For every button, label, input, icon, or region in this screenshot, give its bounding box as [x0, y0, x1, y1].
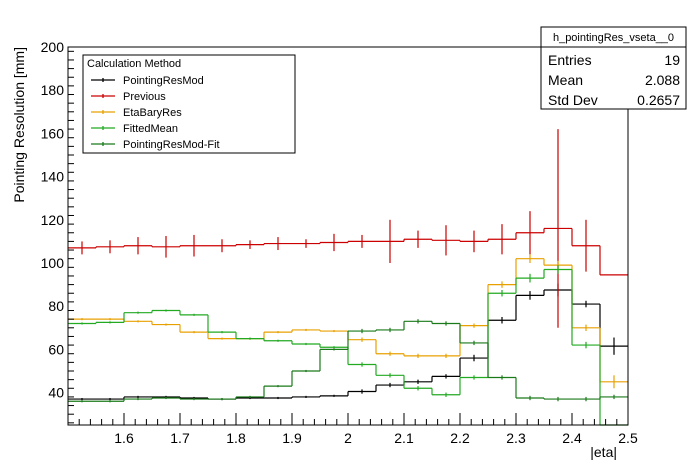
x-tick-label: 2.4 — [562, 430, 582, 446]
x-tick-label: 1.7 — [170, 430, 190, 446]
stats-value: 19 — [664, 52, 680, 68]
series-pointingresmod-fit — [68, 319, 628, 403]
y-axis: 40 60 80 100 120 140 160 180 200 — [41, 39, 74, 424]
stats-value: 2.088 — [645, 72, 680, 88]
x-tick-label: 2.1 — [394, 430, 414, 446]
legend-entry: Previous — [123, 91, 166, 103]
series-previous — [68, 129, 628, 328]
legend-entry: EtaBaryRes — [123, 107, 182, 119]
x-tick-label: 2 — [344, 430, 352, 446]
y-tick-label: 60 — [48, 341, 64, 357]
legend-box — [82, 54, 296, 154]
series-layer — [68, 129, 628, 426]
y-tick-label: 80 — [48, 298, 64, 314]
stats-label: Std Dev — [548, 92, 598, 108]
legend-entry: PointingResMod — [123, 75, 204, 87]
legend-entry: PointingResMod-Fit — [123, 139, 220, 151]
x-tick-label: 2.2 — [450, 430, 470, 446]
stats-title: h_pointingRes_vseta__0 — [553, 32, 674, 44]
x-tick-label: 2.5 — [618, 430, 638, 446]
y-tick-label: 180 — [41, 82, 65, 98]
stats-panel — [540, 26, 687, 110]
stats-label: Entries — [548, 52, 592, 68]
legend-title: Calculation Method — [87, 58, 181, 70]
y-tick-label: 100 — [41, 255, 65, 271]
x-tick-label: 1.8 — [226, 430, 246, 446]
y-tick-label: 200 — [41, 39, 65, 55]
stats-box: h_pointingRes_vseta__0 Entries 19 Mean 2.088… — [540, 26, 687, 110]
legend-entry: FittedMean — [123, 123, 178, 135]
x-tick-label: 1.9 — [282, 430, 302, 446]
x-axis-title: |eta| — [590, 444, 617, 460]
y-tick-label: 160 — [41, 125, 65, 141]
x-tick-label: 1.6 — [114, 430, 134, 446]
stats-value: 0.2657 — [637, 92, 680, 108]
y-tick-label: 120 — [41, 212, 65, 228]
y-tick-label: 140 — [41, 169, 65, 185]
y-tick-label: 40 — [48, 385, 64, 401]
x-axis: 1.6 1.7 1.8 1.9 2 2.1 2.2 2.3 2.4 2.5 — [67, 413, 638, 446]
x-tick-label: 2.3 — [506, 430, 526, 446]
legend: Calculation Method PointingResMod Previous… — [82, 54, 296, 154]
stats-label: Mean — [548, 72, 583, 88]
y-axis-title: Pointing Resolution [mm] — [11, 47, 27, 203]
